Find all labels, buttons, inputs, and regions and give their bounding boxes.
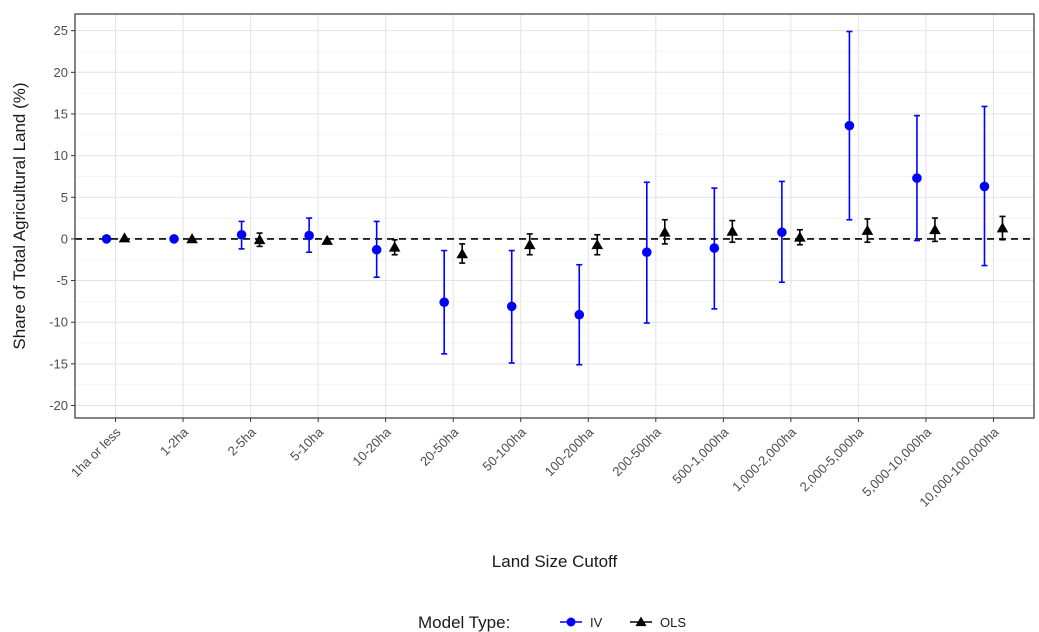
y-tick-label: 10 <box>54 148 68 163</box>
x-tick-label: 5,000-10,000ha <box>859 424 935 500</box>
x-tick-label: 10-20ha <box>349 424 394 469</box>
x-tick-label: 20-50ha <box>417 424 462 469</box>
data-point <box>979 181 990 192</box>
legend-key-ols: OLS <box>630 615 686 630</box>
data-point <box>591 238 604 250</box>
series-iv <box>101 30 990 366</box>
x-tick-label: 1,000-2,000ha <box>729 424 799 494</box>
data-point <box>912 173 922 183</box>
data-point <box>844 120 855 131</box>
data-point <box>371 244 382 255</box>
x-tick-label: 2,000-5,000ha <box>797 424 867 494</box>
grid <box>75 14 1034 418</box>
x-tick-label: 5-10ha <box>287 424 327 464</box>
y-tick-label: 15 <box>54 106 68 121</box>
data-point <box>186 233 198 244</box>
y-tick-label: -15 <box>49 356 68 371</box>
data-point <box>253 233 266 245</box>
x-axis-title: Land Size Cutoff <box>492 552 618 571</box>
panel-border <box>74 13 1035 419</box>
data-point <box>996 222 1009 233</box>
data-point <box>101 234 112 244</box>
legend-key-marker <box>635 616 647 627</box>
y-axis: 25 20 15 10 5 0 -5 -10 -15 -20 <box>49 23 75 413</box>
data-point <box>321 234 333 245</box>
x-tick-label: 1ha or less <box>68 424 124 480</box>
y-tick-label: -10 <box>49 315 68 330</box>
data-point <box>726 225 739 236</box>
y-tick-label: -5 <box>56 273 68 288</box>
data-point <box>506 301 517 312</box>
series-layer <box>101 30 1009 366</box>
x-tick-label: 1-2ha <box>157 424 192 459</box>
data-point <box>439 297 449 308</box>
data-point <box>388 241 401 252</box>
x-tick-label: 200-500ha <box>609 424 664 479</box>
data-point <box>929 223 941 235</box>
y-tick-label: 25 <box>54 23 68 38</box>
data-point <box>236 229 247 240</box>
data-point <box>642 247 652 258</box>
data-point <box>456 248 468 259</box>
legend-key-marker <box>566 617 576 627</box>
y-tick-label: 5 <box>61 190 68 205</box>
y-tick-label: -20 <box>49 398 68 413</box>
data-point <box>777 227 787 238</box>
data-point <box>659 226 671 237</box>
x-tick-label: 100-200ha <box>542 424 597 479</box>
legend-label: OLS <box>660 615 686 630</box>
legend: Model Type: IV OLS <box>418 613 686 632</box>
data-point <box>118 232 131 243</box>
data-point <box>861 224 874 235</box>
y-axis-title: Share of Total Agricultural Land (%) <box>10 82 29 349</box>
x-tick-label: 50-100ha <box>479 424 529 474</box>
y-tick-label: 20 <box>54 65 68 80</box>
data-point <box>304 230 314 241</box>
y-tick-label: 0 <box>61 231 68 246</box>
x-axis: 1ha or less 1-2ha 2-5ha 5-10ha 10-20ha 20-50h… <box>68 418 1002 510</box>
series-ols <box>118 215 1009 264</box>
data-point <box>709 243 720 253</box>
x-tick-label: 2-5ha <box>225 424 260 459</box>
legend-label: IV <box>590 615 603 630</box>
x-tick-label: 500-1,000ha <box>669 424 732 487</box>
data-point <box>169 234 179 244</box>
data-point <box>794 231 806 242</box>
data-point <box>574 309 585 320</box>
data-point <box>523 238 536 250</box>
legend-title: Model Type: <box>418 613 510 632</box>
legend-key-iv: IV <box>560 615 603 630</box>
